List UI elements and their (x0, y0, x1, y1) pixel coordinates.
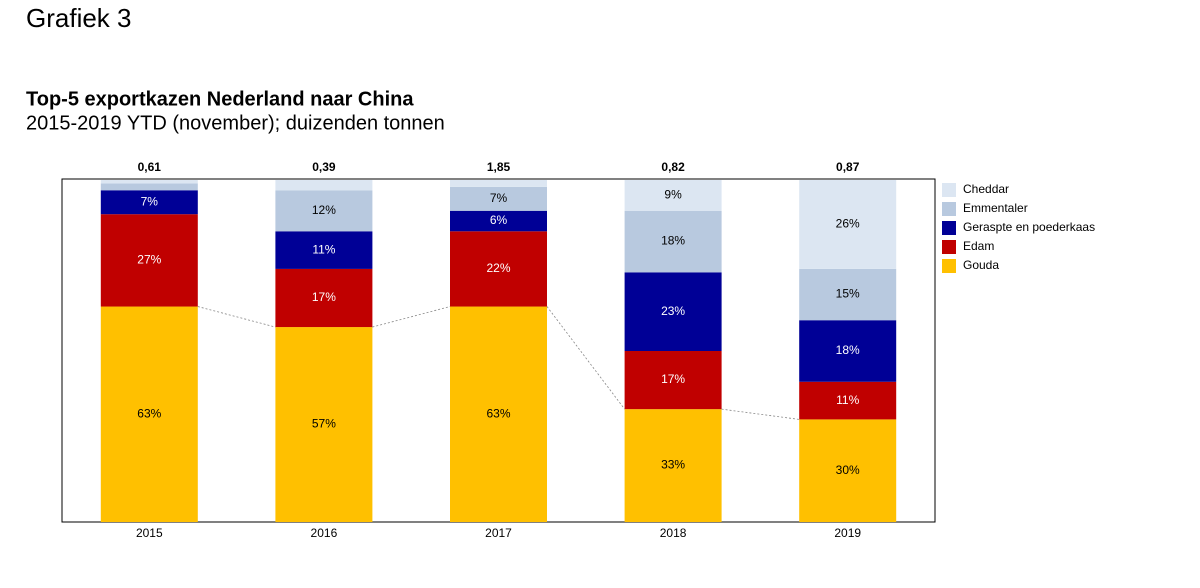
bar-segment (799, 180, 897, 269)
bar-segment (624, 272, 722, 351)
legend-label: Geraspte en poederkaas (963, 220, 1095, 234)
connector-line (546, 306, 625, 410)
bar-segment (450, 180, 547, 187)
value-label: 18% (661, 234, 685, 248)
legend-swatch (942, 240, 956, 254)
chart-title: Top-5 exportkazen Nederland naar China (26, 88, 414, 110)
value-label: 27% (137, 253, 161, 267)
legend-label: Cheddar (963, 182, 1009, 196)
x-tick-label: 2015 (136, 526, 163, 540)
legend-swatch (942, 183, 956, 197)
bar-segment (100, 180, 198, 184)
legend-label: Emmentaler (963, 201, 1028, 215)
bar-segment (275, 190, 373, 232)
bar-segment (100, 183, 198, 191)
value-label: 63% (486, 406, 510, 420)
total-label: 0,39 (312, 160, 336, 174)
bar-segment (100, 190, 198, 215)
total-label: 0,87 (836, 160, 860, 174)
bar-segment (799, 419, 897, 522)
value-label: 18% (836, 343, 860, 357)
total-label: 1,85 (487, 160, 511, 174)
bar-segment (799, 268, 897, 321)
value-label: 11% (312, 242, 335, 256)
total-label: 0,82 (661, 160, 685, 174)
value-label: 23% (661, 304, 685, 318)
value-label: 17% (312, 290, 336, 304)
value-label: 57% (312, 417, 336, 431)
bar-segment (275, 327, 373, 522)
connector-line (721, 408, 800, 420)
value-label: 7% (141, 194, 159, 208)
legend-swatch (942, 259, 956, 273)
value-label: 33% (661, 458, 685, 472)
connector-line (197, 306, 276, 328)
value-label: 6% (490, 213, 508, 227)
value-label: 22% (486, 261, 510, 275)
value-label: 9% (664, 188, 682, 202)
x-tick-label: 2016 (311, 526, 338, 540)
legend-swatch (942, 202, 956, 216)
connector-line (372, 306, 451, 328)
bar-segment (450, 231, 547, 307)
bar-segment (450, 210, 547, 232)
bar-segment (275, 268, 373, 328)
total-label: 0,61 (138, 160, 162, 174)
value-label: 7% (490, 191, 508, 205)
bar-segment (100, 214, 198, 307)
bar-segment (624, 351, 722, 410)
bar-segment (799, 320, 897, 382)
value-label: 17% (661, 372, 685, 386)
bar-segment (624, 409, 722, 522)
legend-label: Gouda (963, 258, 999, 272)
x-tick-label: 2019 (834, 526, 861, 540)
value-label: 15% (836, 287, 860, 301)
value-label: 11% (836, 393, 859, 407)
value-label: 26% (836, 217, 860, 231)
bar-segment (100, 306, 198, 522)
x-tick-label: 2018 (660, 526, 687, 540)
chart-subtitle: 2015-2019 YTD (november); duizenden tonn… (26, 112, 445, 134)
bar-segment (450, 306, 547, 522)
bar-segment (275, 180, 373, 191)
bar-segment (275, 231, 373, 269)
heading: Grafiek 3 (26, 3, 132, 33)
bar-segment (624, 180, 722, 211)
value-label: 12% (312, 203, 336, 217)
legend-label: Edam (963, 239, 994, 253)
legend-swatch (942, 221, 956, 235)
value-label: 30% (836, 463, 860, 477)
bar-segment (624, 210, 722, 273)
x-tick-label: 2017 (485, 526, 512, 540)
value-label: 63% (137, 406, 161, 420)
bar-segment (450, 186, 547, 211)
bar-segment (799, 381, 897, 420)
